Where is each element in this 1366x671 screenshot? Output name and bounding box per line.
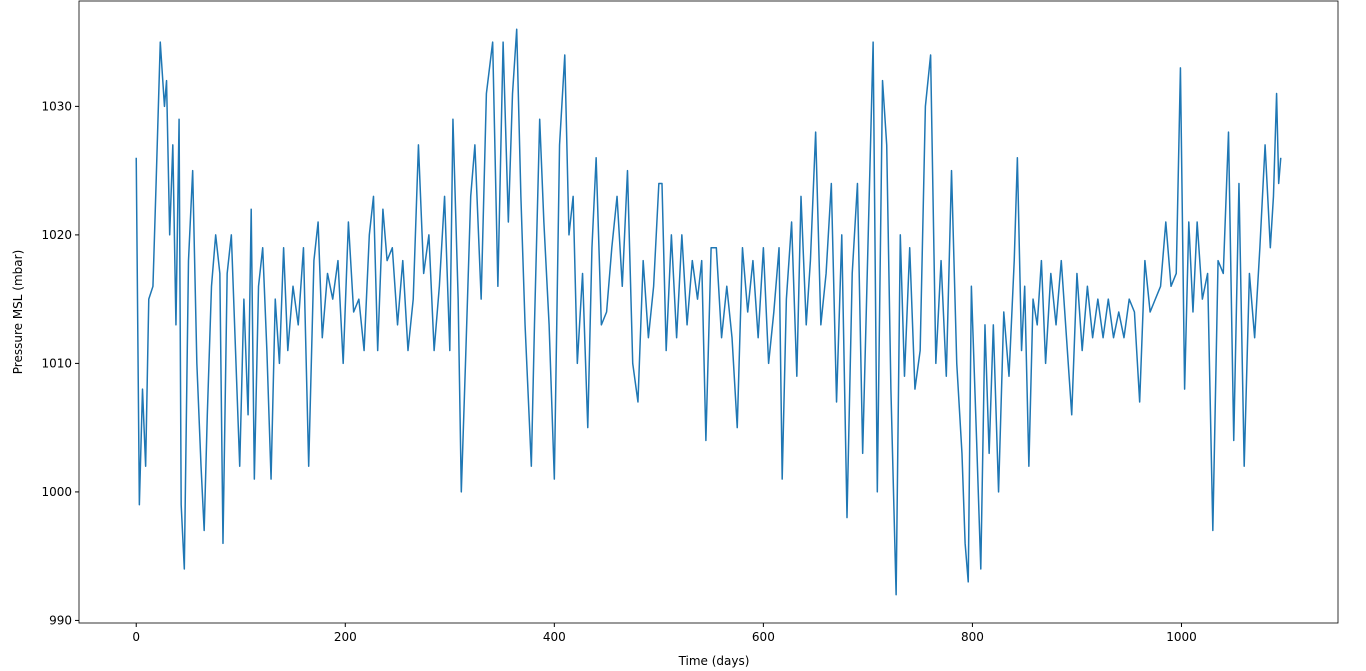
x-axis-label: Time (days): [678, 654, 750, 668]
y-tick-label: 1010: [41, 356, 72, 370]
x-tick-label: 600: [752, 630, 775, 644]
x-tick-label: 1000: [1166, 630, 1197, 644]
y-tick-label: 1000: [41, 485, 72, 499]
data-line: [135, 28, 1282, 596]
x-tick-label: 200: [334, 630, 357, 644]
x-tick-label: 0: [132, 630, 140, 644]
y-axis-label: Pressure MSL (mbar): [11, 250, 25, 374]
x-tick-label: 400: [543, 630, 566, 644]
y-tick-label: 990: [49, 613, 72, 627]
x-tick-label: 800: [961, 630, 984, 644]
y-tick-label: 1020: [41, 228, 72, 242]
y-tick-label: 1030: [41, 99, 72, 113]
plot-frame: [78, 0, 1339, 624]
